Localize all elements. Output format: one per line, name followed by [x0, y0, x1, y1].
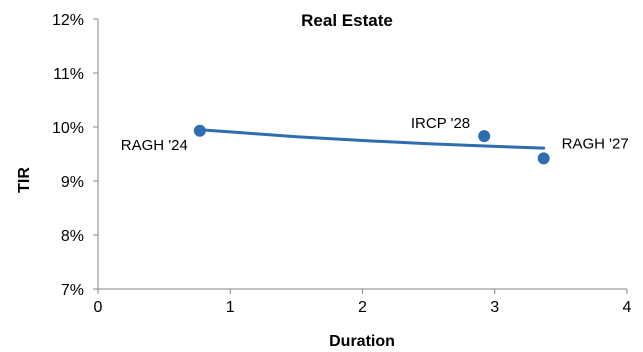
x-tick-label: 4: [623, 299, 632, 316]
x-tick-label: 3: [490, 299, 499, 316]
y-tick-label: 9%: [61, 174, 84, 191]
data-point-label: IRCP '28: [411, 115, 470, 132]
y-tick-label: 12%: [52, 12, 84, 29]
data-point: [537, 152, 550, 165]
y-tick-label: 11%: [53, 66, 84, 83]
x-axis-ticks: 0 1 2 3 4: [94, 289, 632, 316]
y-axis-ticks: 7% 8% 9% 10% 11% 12%: [52, 12, 98, 299]
y-axis-title: TIR: [16, 167, 33, 193]
x-axis-title: Duration: [329, 333, 395, 350]
y-tick-label: 10%: [52, 120, 84, 137]
data-point-labels: RAGH '24 IRCP '28 RAGH '27: [121, 115, 629, 154]
x-tick-label: 1: [226, 299, 235, 316]
x-tick-label: 2: [358, 299, 367, 316]
data-point-label: RAGH '24: [121, 137, 188, 154]
data-point-label: RAGH '27: [562, 135, 629, 152]
data-point: [193, 124, 206, 137]
y-tick-label: 7%: [61, 282, 84, 299]
chart-title: Real Estate: [301, 11, 393, 30]
data-points: [193, 124, 550, 165]
x-tick-label: 0: [94, 299, 103, 316]
y-tick-label: 8%: [61, 228, 84, 245]
data-point: [478, 130, 491, 143]
trendline: [198, 128, 546, 150]
